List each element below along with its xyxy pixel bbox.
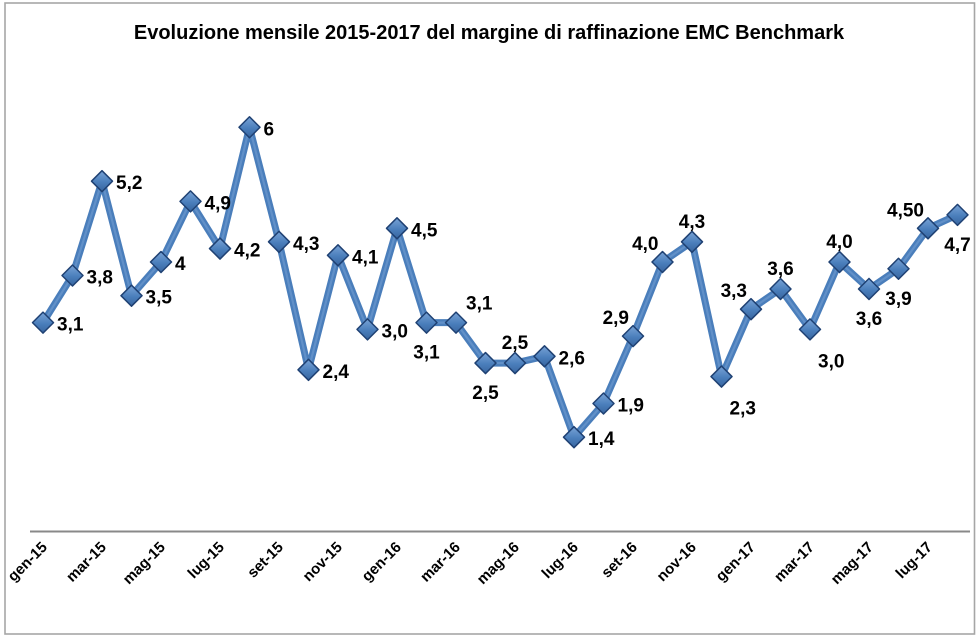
data-point-label: 4,7 — [944, 235, 970, 256]
data-point-marker — [297, 358, 320, 382]
data-point-marker — [385, 217, 409, 240]
data-point-marker — [592, 392, 615, 415]
data-point-marker — [828, 250, 851, 274]
data-point-marker — [887, 257, 910, 281]
data-point-marker — [946, 203, 969, 227]
x-axis-label: gen-16 — [359, 539, 405, 585]
data-point-marker — [61, 264, 84, 287]
data-point-label: 4,5 — [411, 220, 438, 241]
data-point-marker — [533, 345, 556, 368]
data-point-label: 6 — [264, 119, 275, 140]
data-point-label: 3,3 — [721, 281, 747, 302]
data-point-marker — [356, 318, 379, 341]
x-axis-label: mag-15 — [120, 539, 169, 588]
data-point-marker — [503, 351, 527, 375]
data-point-marker — [916, 217, 940, 240]
data-point-marker — [680, 230, 704, 254]
data-point-marker — [562, 425, 586, 449]
data-point-label: 1,9 — [618, 395, 644, 416]
data-point-label: 2,3 — [730, 399, 756, 420]
data-point-marker — [326, 244, 350, 267]
data-point-marker — [474, 351, 497, 375]
x-axis-label: lug-16 — [539, 539, 582, 582]
x-axis-label: lug-15 — [185, 539, 228, 582]
series-line-highlight — [41, 126, 959, 439]
data-point-marker — [769, 277, 792, 301]
data-point-marker — [798, 318, 822, 341]
x-axis-label: set-16 — [598, 539, 641, 582]
data-point-label: 4,2 — [234, 241, 260, 262]
data-point-marker — [857, 277, 881, 301]
data-point-marker — [621, 324, 645, 348]
x-axis-label: mag-16 — [474, 539, 523, 588]
x-axis-label: mar-17 — [771, 539, 818, 586]
data-point-marker — [120, 284, 143, 307]
data-point-label: 3,1 — [57, 315, 84, 336]
data-point-label: 4,0 — [632, 234, 658, 255]
data-point-label: 3,1 — [466, 294, 493, 315]
data-point-label: 3,1 — [413, 343, 440, 364]
x-axis-label: lug-17 — [893, 539, 936, 582]
data-point-marker — [444, 311, 468, 334]
data-point-marker — [238, 116, 261, 139]
x-axis-label: nov-16 — [654, 539, 700, 585]
x-axis-label: set-15 — [244, 539, 287, 582]
x-axis-label: gen-17 — [713, 539, 759, 585]
x-axis-label: mar-15 — [63, 539, 110, 586]
data-point-marker — [149, 250, 173, 274]
data-point-label: 2,4 — [323, 362, 350, 383]
data-point-marker — [179, 190, 202, 213]
data-point-label: 3,6 — [856, 309, 882, 330]
chart-border — [4, 2, 976, 635]
data-point-marker — [651, 250, 674, 274]
data-point-label: 4,3 — [679, 212, 705, 233]
data-point-label: 3,0 — [818, 351, 844, 372]
data-point-label: 2,5 — [472, 383, 499, 404]
series-line — [39, 123, 961, 441]
data-point-label: 2,9 — [603, 308, 629, 329]
plot-area: gen-15 mar-15 mag-15 lug-15 set-15 nov-15 gen-… — [5, 116, 971, 588]
data-point-label: 5,2 — [116, 173, 142, 194]
data-point-label: 2,5 — [502, 333, 529, 354]
data-point-marker — [31, 311, 55, 334]
x-axis-label: gen-15 — [5, 539, 51, 585]
data-point-label: 3,8 — [87, 267, 113, 288]
data-point-label: 4,3 — [293, 234, 319, 255]
chart-title: Evoluzione mensile 2015-2017 del margine… — [134, 22, 845, 44]
data-point-label: 3,0 — [382, 321, 408, 342]
data-point-label: 4,0 — [826, 232, 852, 253]
data-point-marker — [208, 237, 232, 260]
data-point-marker — [710, 365, 733, 388]
data-point-marker — [90, 169, 114, 193]
x-axis-label: nov-15 — [300, 539, 346, 585]
data-point-label: 4,1 — [352, 247, 379, 268]
data-point-label: 3,9 — [885, 289, 911, 310]
x-axis-label: mar-16 — [417, 539, 464, 586]
data-point-label: 4,9 — [205, 193, 231, 214]
data-point-marker — [739, 297, 763, 321]
data-point-label: 2,6 — [559, 348, 585, 369]
data-point-marker — [267, 230, 291, 254]
x-axis-label: mag-17 — [828, 539, 877, 588]
data-point-label: 1,4 — [588, 429, 615, 450]
data-point-label: 4,50 — [887, 200, 924, 221]
data-point-label: 3,5 — [146, 288, 173, 309]
data-point-label: 4 — [175, 254, 186, 275]
data-point-marker — [415, 311, 438, 334]
data-point-label: 3,6 — [767, 259, 793, 280]
